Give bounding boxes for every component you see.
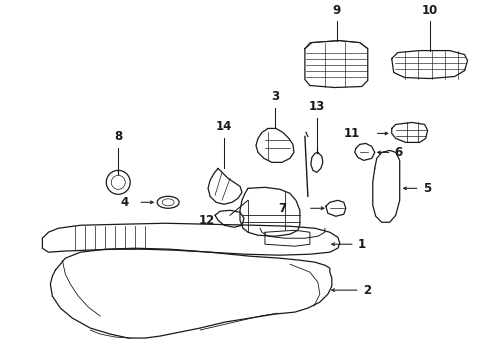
Text: 3: 3: [270, 90, 279, 103]
Text: 2: 2: [362, 284, 370, 297]
Text: 13: 13: [308, 100, 325, 113]
Text: 1: 1: [357, 238, 365, 251]
Text: 10: 10: [421, 4, 437, 17]
Text: 12: 12: [199, 214, 215, 227]
Text: 7: 7: [277, 202, 285, 215]
Text: 8: 8: [114, 130, 122, 143]
Text: 4: 4: [120, 196, 128, 209]
Text: 9: 9: [332, 4, 340, 17]
Text: 11: 11: [343, 127, 359, 140]
Text: 6: 6: [394, 146, 402, 159]
Text: 14: 14: [215, 121, 232, 134]
Text: 5: 5: [422, 182, 430, 195]
